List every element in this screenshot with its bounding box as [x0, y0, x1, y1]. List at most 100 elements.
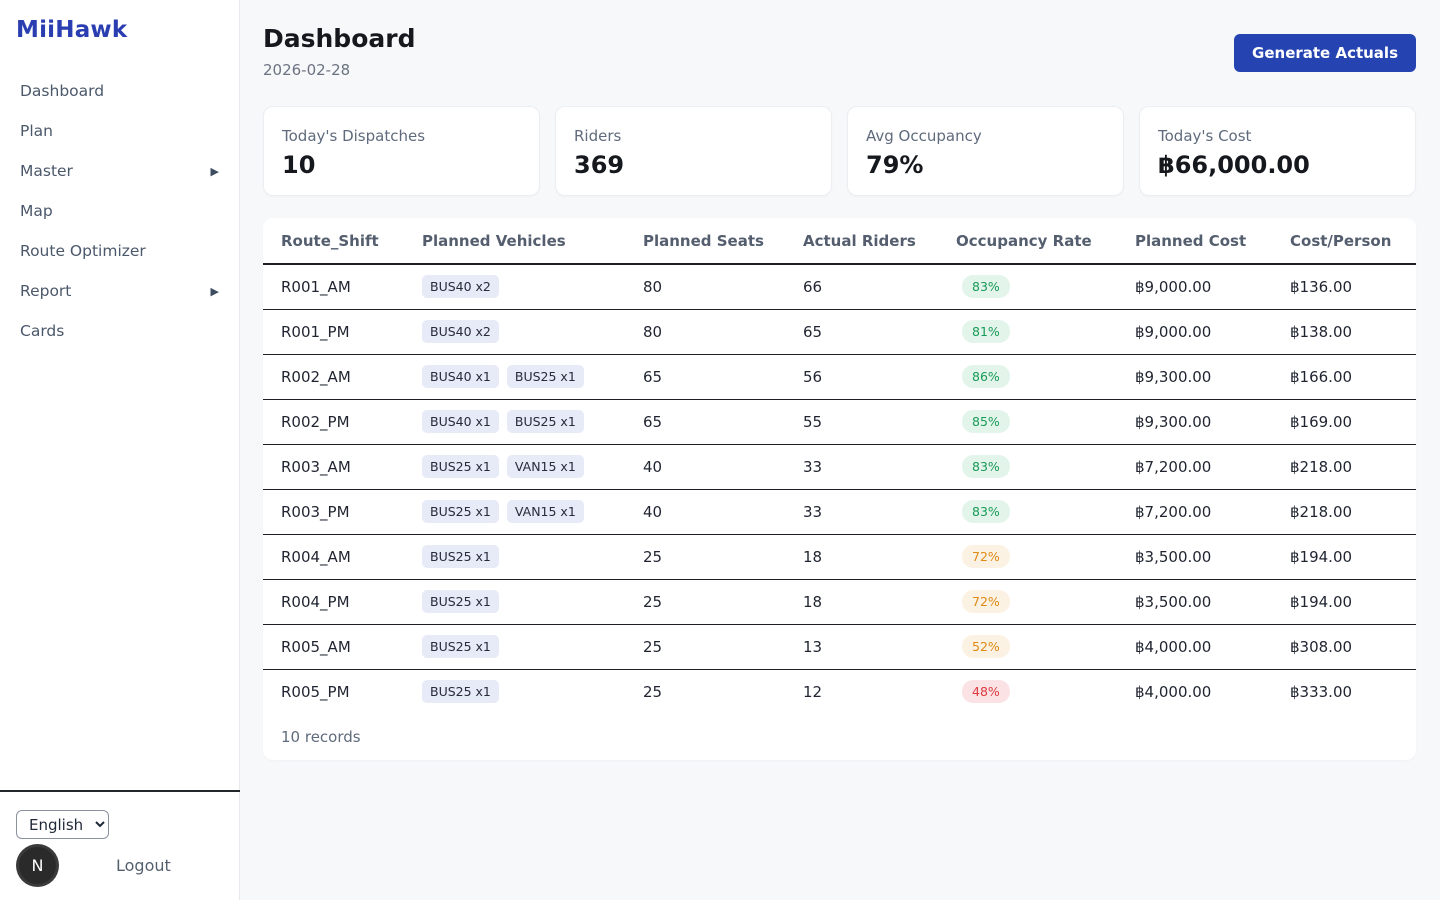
planned-cost-cell: ฿7,200.00 — [1135, 444, 1290, 490]
column-header: Planned Vehicles — [422, 218, 643, 265]
planned-vehicles-cell: BUS25 x1 — [422, 579, 643, 625]
vehicle-badge: BUS25 x1 — [422, 545, 499, 568]
language-select[interactable]: English — [16, 810, 109, 839]
stat-label: Today's Cost — [1158, 127, 1252, 145]
planned-seats-cell: 40 — [643, 489, 803, 535]
sidebar-item-master[interactable]: Master ▶ — [0, 151, 239, 191]
planned-vehicles-cell: BUS25 x1 — [422, 624, 643, 670]
route-shift-cell: R002_AM — [263, 354, 422, 400]
planned-seats-cell: 25 — [643, 579, 803, 625]
planned-cost-cell: ฿9,000.00 — [1135, 264, 1290, 310]
vehicle-badge: BUS40 x2 — [422, 320, 499, 343]
stat-value: 79% — [866, 151, 924, 179]
actual-riders-cell: 13 — [803, 624, 956, 670]
actual-riders-cell: 55 — [803, 399, 956, 445]
planned-cost-cell: ฿9,000.00 — [1135, 309, 1290, 355]
table-row: R001_PM BUS40 x2 80 65 81% ฿9,000.00 ฿138.00 — [263, 309, 1416, 355]
planned-vehicles-cell: BUS40 x1 BUS25 x1 — [422, 354, 643, 400]
occupancy-rate-cell: 52% — [956, 624, 1135, 670]
planned-seats-cell: 25 — [643, 624, 803, 670]
stat-cards: Today's Dispatches 10 Riders 369 Avg Occupan… — [263, 106, 1416, 196]
actual-riders-cell: 56 — [803, 354, 956, 400]
generate-actuals-button[interactable]: Generate Actuals — [1234, 34, 1416, 72]
stat-label: Avg Occupancy — [866, 127, 982, 145]
table-row: R002_PM BUS40 x1 BUS25 x1 65 55 85% ฿9,300.00 ฿… — [263, 399, 1416, 445]
main-content: Dashboard 2026-02-28 Generate Actuals To… — [240, 0, 1440, 900]
vehicle-badge: BUS25 x1 — [422, 680, 499, 704]
sidebar-item-label: Master — [20, 162, 73, 180]
sidebar-item-label: Route Optimizer — [20, 242, 146, 260]
occupancy-rate-cell: 83% — [956, 444, 1135, 490]
occupancy-rate-cell: 83% — [956, 489, 1135, 535]
occupancy-badge: 83% — [962, 500, 1010, 523]
table-row: R003_PM BUS25 x1 VAN15 x1 40 33 83% ฿7,200.00 ฿… — [263, 489, 1416, 535]
avatar[interactable]: N — [19, 847, 56, 884]
table-row: R005_PM BUS25 x1 25 12 48% ฿4,000.00 ฿333.00 — [263, 669, 1416, 714]
occupancy-badge: 72% — [962, 590, 1010, 613]
cost-per-person-cell: ฿194.00 — [1290, 579, 1416, 625]
actual-riders-cell: 66 — [803, 264, 956, 310]
column-header: Actual Riders — [803, 218, 956, 265]
actual-riders-cell: 65 — [803, 309, 956, 355]
planned-vehicles-cell: BUS40 x2 — [422, 264, 643, 310]
route-shift-cell: R002_PM — [263, 399, 422, 445]
planned-cost-cell: ฿3,500.00 — [1135, 579, 1290, 625]
vehicle-badge: BUS25 x1 — [422, 590, 499, 613]
sidebar-item-dashboard[interactable]: Dashboard — [0, 71, 239, 111]
planned-vehicles-cell: BUS40 x2 — [422, 309, 643, 355]
route-shift-cell: R004_AM — [263, 534, 422, 580]
occupancy-rate-cell: 48% — [956, 669, 1135, 714]
table-row: R004_AM BUS25 x1 25 18 72% ฿3,500.00 ฿194.00 — [263, 534, 1416, 580]
logout-button[interactable]: Logout — [116, 856, 171, 875]
vehicle-badge: BUS25 x1 — [506, 410, 584, 433]
planned-cost-cell: ฿7,200.00 — [1135, 489, 1290, 535]
column-header: Planned Cost — [1135, 218, 1290, 265]
occupancy-rate-cell: 72% — [956, 579, 1135, 625]
page-header: Dashboard 2026-02-28 Generate Actuals — [263, 24, 1416, 79]
sidebar-item-cards[interactable]: Cards — [0, 311, 239, 351]
record-count: 10 records — [281, 728, 361, 746]
cost-per-person-cell: ฿169.00 — [1290, 399, 1416, 445]
route-shift-cell: R001_PM — [263, 309, 422, 355]
stat-card: Today's Dispatches 10 — [263, 106, 540, 196]
occupancy-rate-cell: 81% — [956, 309, 1135, 355]
sidebar-item-route-optimizer[interactable]: Route Optimizer — [0, 231, 239, 271]
page-title: Dashboard — [263, 24, 416, 53]
planned-vehicles-cell: BUS25 x1 VAN15 x1 — [422, 489, 643, 535]
table-row: R001_AM BUS40 x2 80 66 83% ฿9,000.00 ฿136.00 — [263, 264, 1416, 310]
actual-riders-cell: 18 — [803, 579, 956, 625]
planned-vehicles-cell: BUS40 x1 BUS25 x1 — [422, 399, 643, 445]
occupancy-rate-cell: 85% — [956, 399, 1135, 445]
table-row: R002_AM BUS40 x1 BUS25 x1 65 56 86% ฿9,300.00 ฿… — [263, 354, 1416, 400]
planned-cost-cell: ฿9,300.00 — [1135, 354, 1290, 400]
routes-table-card: Route_Shift Planned Vehicles Planned Seats… — [263, 218, 1416, 760]
route-shift-cell: R005_PM — [281, 682, 350, 701]
cost-per-person-cell: ฿308.00 — [1290, 624, 1416, 670]
sidebar-item-map[interactable]: Map — [0, 191, 239, 231]
sidebar-item-plan[interactable]: Plan — [0, 111, 239, 151]
table-row: R005_AM BUS25 x1 25 13 52% ฿4,000.00 ฿308.00 — [263, 624, 1416, 670]
app-logo: MiiHawk — [16, 17, 128, 43]
table-body: R001_AM BUS40 x2 80 66 83% ฿9,000.00 ฿136.00 R0… — [263, 264, 1416, 714]
sidebar-item-label: Report — [20, 282, 72, 300]
vehicle-badge: BUS25 x1 — [422, 635, 499, 658]
cost-per-person-cell: ฿166.00 — [1290, 354, 1416, 400]
sidebar-item-report[interactable]: Report ▶ — [0, 271, 239, 311]
occupancy-badge: 83% — [962, 275, 1010, 299]
vehicle-badge: BUS25 x1 — [506, 365, 584, 388]
user-row: N Logout — [16, 847, 224, 884]
vehicle-badge: BUS25 x1 — [422, 500, 499, 523]
cost-per-person-cell: ฿138.00 — [1290, 309, 1416, 355]
actual-riders-cell: 33 — [803, 489, 956, 535]
occupancy-rate-cell: 86% — [956, 354, 1135, 400]
planned-seats-cell: 80 — [643, 264, 803, 310]
table-row: R004_PM BUS25 x1 25 18 72% ฿3,500.00 ฿194.00 — [263, 579, 1416, 625]
stat-label: Today's Dispatches — [282, 127, 426, 145]
route-shift-cell: R005_AM — [263, 624, 422, 670]
cost-per-person-cell: ฿333.00 — [1290, 682, 1353, 701]
column-header: Cost/Person — [1290, 218, 1416, 265]
planned-cost-cell: ฿3,500.00 — [1135, 534, 1290, 580]
stat-card: Avg Occupancy 79% — [847, 106, 1124, 196]
occupancy-badge: 81% — [962, 320, 1010, 343]
table-row: R003_AM BUS25 x1 VAN15 x1 40 33 83% ฿7,200.00 ฿… — [263, 444, 1416, 490]
